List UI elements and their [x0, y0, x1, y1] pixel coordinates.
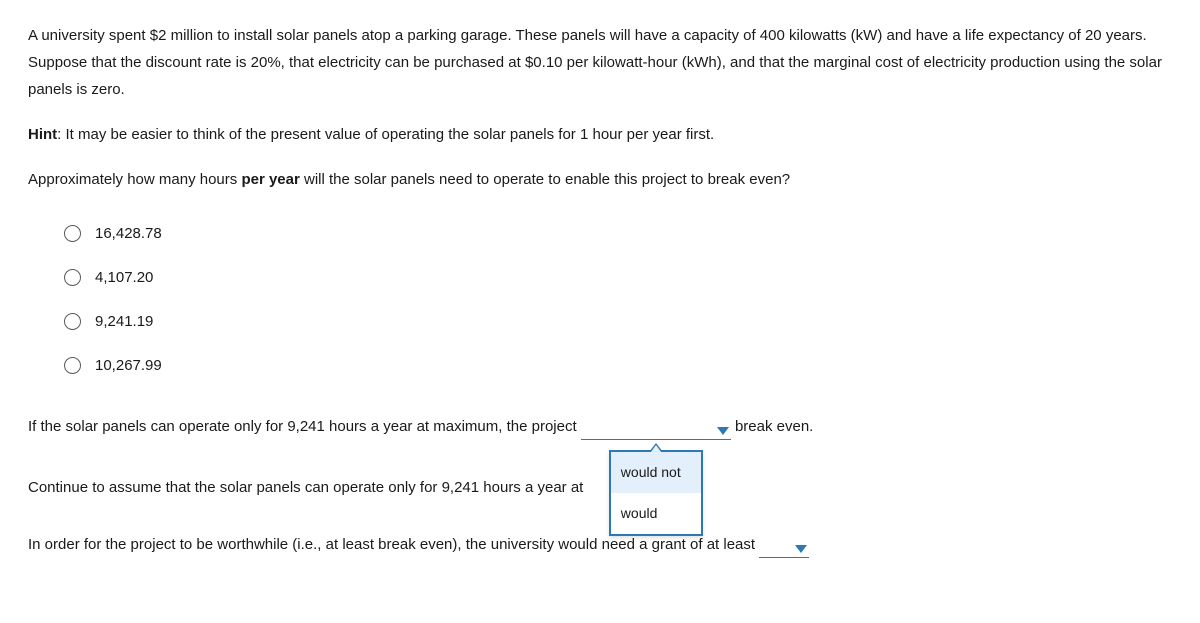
dropdown-item[interactable]: would not — [611, 452, 701, 493]
question-4: In order for the project to be worthwhil… — [28, 531, 1172, 558]
radio-label: 4,107.20 — [95, 264, 153, 291]
q1-post: will the solar panels need to operate to… — [300, 171, 790, 188]
q1-pre: Approximately how many hours — [28, 171, 241, 188]
dropdown-pointer-icon — [649, 443, 663, 452]
hint-text: : It may be easier to think of the prese… — [57, 126, 714, 143]
question-3: Continue to assume that the solar panels… — [28, 474, 1172, 501]
intro-paragraph: A university spent $2 million to install… — [28, 22, 1172, 103]
dropdown-blank-1[interactable] — [581, 413, 731, 440]
dropdown-menu[interactable]: would not would — [609, 450, 703, 536]
radio-option[interactable]: 4,107.20 — [64, 255, 1172, 299]
question-2: If the solar panels can operate only for… — [28, 413, 1172, 440]
radio-option[interactable]: 10,267.99 — [64, 343, 1172, 387]
radio-icon[interactable] — [64, 225, 81, 242]
radio-label: 9,241.19 — [95, 308, 153, 335]
q1-bold: per year — [241, 171, 299, 188]
radio-icon[interactable] — [64, 313, 81, 330]
radio-group: 16,428.78 4,107.20 9,241.19 10,267.99 — [28, 211, 1172, 387]
radio-icon[interactable] — [64, 269, 81, 286]
chevron-down-icon — [717, 427, 729, 435]
q2-post: break even. — [731, 418, 814, 435]
q2-pre: If the solar panels can operate only for… — [28, 418, 581, 435]
hint-label: Hint — [28, 126, 57, 143]
radio-label: 16,428.78 — [95, 220, 162, 247]
q4-text: In order for the project to be worthwhil… — [28, 536, 759, 553]
q3-text: Continue to assume that the solar panels… — [28, 479, 583, 496]
radio-label: 10,267.99 — [95, 352, 162, 379]
radio-option[interactable]: 16,428.78 — [64, 211, 1172, 255]
hint-paragraph: Hint: It may be easier to think of the p… — [28, 121, 1172, 148]
chevron-down-icon — [795, 545, 807, 553]
dropdown-blank-2[interactable] — [759, 531, 809, 558]
question-1: Approximately how many hours per year wi… — [28, 166, 1172, 193]
radio-option[interactable]: 9,241.19 — [64, 299, 1172, 343]
radio-icon[interactable] — [64, 357, 81, 374]
dropdown-item[interactable]: would — [611, 493, 701, 534]
